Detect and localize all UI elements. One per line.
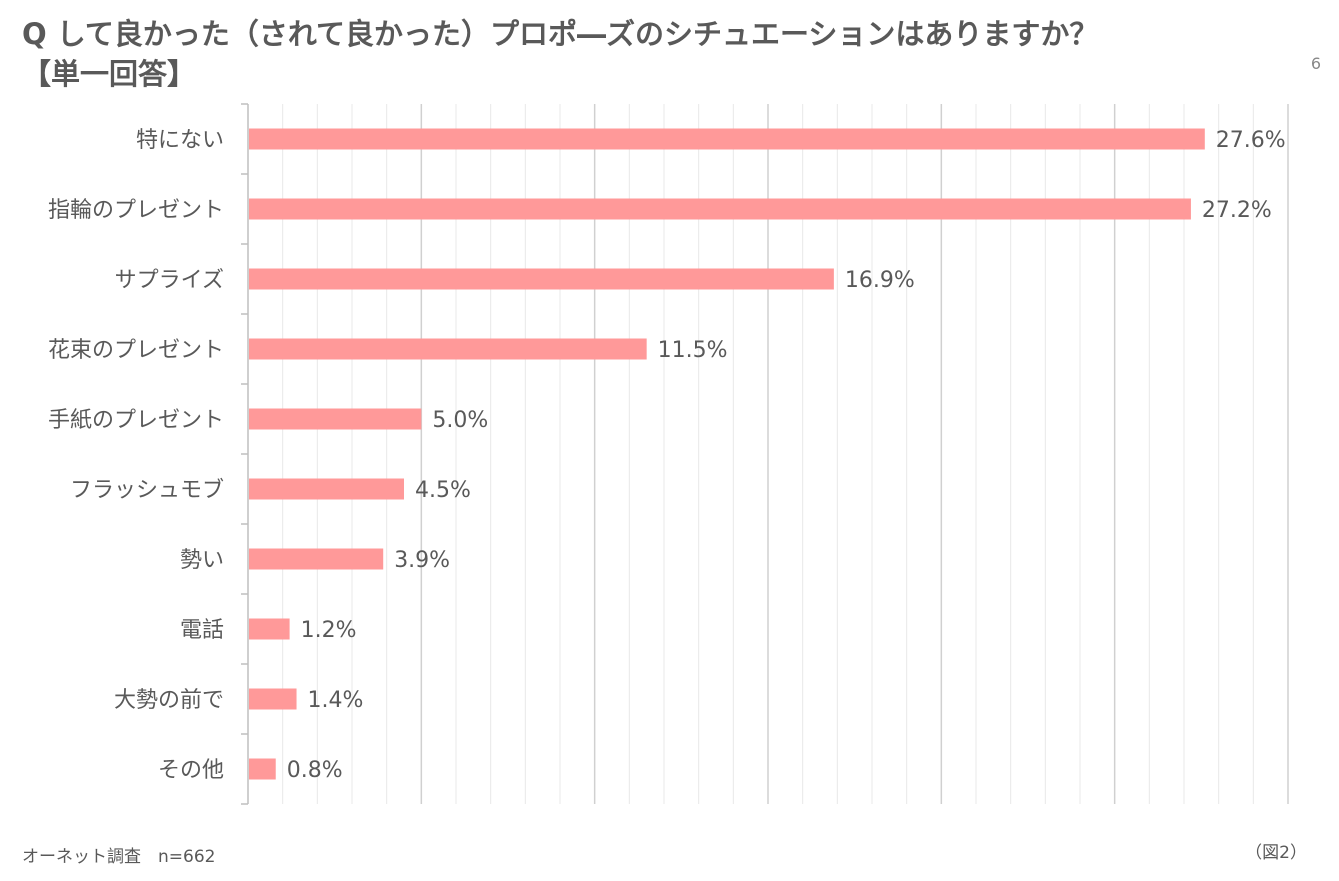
chart-title-line2: 【単一回答】 — [22, 57, 197, 91]
chart-title-line1: Q して良かった（されて良かった）プロポ―ズのシチュエーションはありますか？ — [22, 17, 1099, 51]
category-label: 勢い — [180, 548, 224, 573]
data-label: 27.2% — [1202, 198, 1272, 223]
bar — [249, 408, 422, 430]
bar — [249, 758, 276, 780]
category-label: フラッシュモブ — [70, 478, 224, 503]
data-label: 4.5% — [415, 478, 471, 503]
source-note: オーネット調査 n=662 — [22, 847, 216, 867]
category-label: サプライズ — [115, 268, 224, 293]
bar — [249, 548, 384, 570]
category-label: 指輪のプレゼント — [48, 198, 224, 223]
data-label: 27.6% — [1216, 128, 1286, 153]
data-label: 1.4% — [308, 688, 364, 713]
category-label: 手紙のプレゼント — [48, 408, 224, 433]
bar — [249, 688, 297, 710]
data-label: 1.2% — [301, 618, 357, 643]
category-label: 特にない — [136, 128, 224, 153]
category-label: その他 — [158, 758, 224, 783]
data-label: 0.8% — [287, 758, 343, 783]
category-label: 大勢の前で — [114, 688, 224, 713]
chart-title: Q して良かった（されて良かった）プロポ―ズのシチュエーションはありますか？ 【… — [22, 14, 1312, 94]
bar — [249, 338, 647, 360]
figure-number: （図2） — [1245, 843, 1307, 863]
data-label: 5.0% — [432, 408, 488, 433]
bar — [249, 478, 404, 500]
category-label: 電話 — [180, 618, 224, 643]
data-label: 16.9% — [845, 268, 915, 293]
bar — [249, 198, 1191, 220]
category-label: 花束のプレゼント — [48, 338, 224, 363]
bar — [249, 128, 1205, 150]
bar — [249, 268, 834, 290]
corner-mark: 6 — [1310, 54, 1321, 73]
bar — [249, 618, 290, 640]
data-label: 11.5% — [658, 338, 728, 363]
data-label: 3.9% — [394, 548, 450, 573]
